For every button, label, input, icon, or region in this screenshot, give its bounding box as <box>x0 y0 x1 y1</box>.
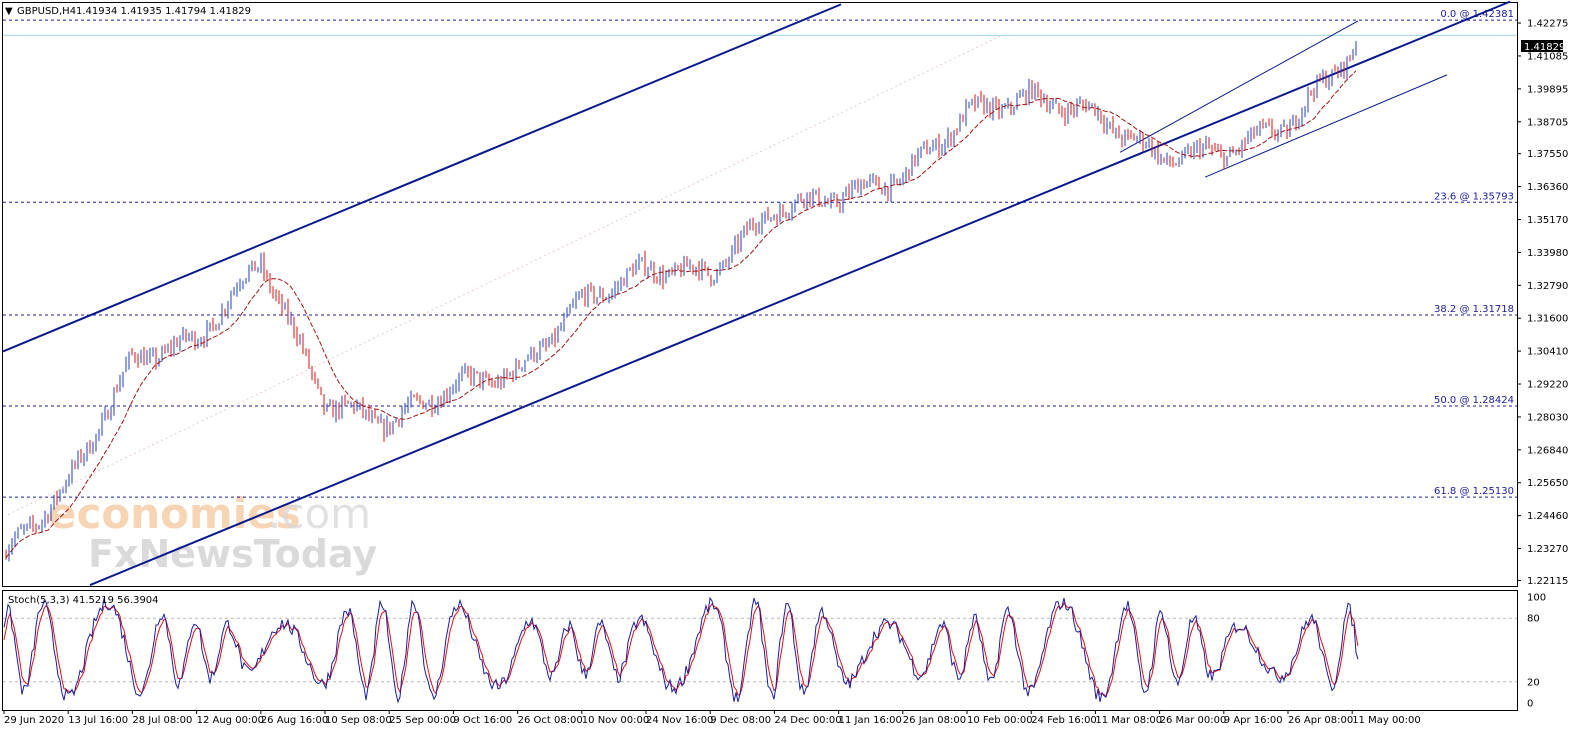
price-tick-label: 1.35170 <box>1527 215 1568 226</box>
time-tick-label: 26 Oct 08:00 <box>518 715 583 726</box>
time-tick-label: 9 Dec 08:00 <box>710 715 771 726</box>
time-tick-label: 10 Sep 08:00 <box>325 715 392 726</box>
faint-trend-line <box>7 35 1001 515</box>
time-tick-label: 9 Oct 16:00 <box>453 715 512 726</box>
price-tick-label: 1.30410 <box>1527 347 1568 358</box>
price-tick-label: 1.28030 <box>1527 412 1568 423</box>
time-axis: 29 Jun 2020 13 Jul 16:00 28 Jul 08:00 12 Au… <box>3 710 1421 726</box>
time-tick-label: 24 Nov 16:00 <box>646 715 713 726</box>
watermark-suffix: .com <box>268 489 371 538</box>
time-tick-label: 26 Jan 08:00 <box>903 715 966 726</box>
short-channel-upper-line[interactable] <box>1119 20 1359 153</box>
watermark-fxnewstoday: FxNewsToday <box>88 532 377 576</box>
stoch-tick-label: 80 <box>1527 614 1540 625</box>
stoch-tick-label: 20 <box>1527 677 1540 688</box>
moving-average <box>5 35 1357 559</box>
stoch-main-line <box>3 596 1359 704</box>
price-tick-label: 1.22115 <box>1527 576 1568 587</box>
price-tick-label: 1.33980 <box>1527 248 1568 259</box>
price-tick-label: 1.39895 <box>1527 84 1568 95</box>
watermark-brand: economies <box>48 489 301 538</box>
time-tick-label: 26 Mar 00:00 <box>1160 715 1227 726</box>
trend-channels[interactable] <box>2 0 1511 586</box>
time-tick-label: 10 Nov 00:00 <box>582 715 649 726</box>
price-pane-frame <box>2 2 1518 587</box>
time-tick-label: 24 Feb 16:00 <box>1031 715 1097 726</box>
collapse-icon[interactable]: ▼ <box>5 6 13 17</box>
price-tick-label: 1.24460 <box>1527 511 1568 522</box>
time-tick-label: 24 Dec 00:00 <box>774 715 841 726</box>
price-tick-label: 1.26840 <box>1527 445 1568 456</box>
price-tick-label: 1.38705 <box>1527 117 1568 128</box>
candles <box>5 41 1357 562</box>
fib-level-label: 61.8 @ 1.25130 <box>1434 486 1514 497</box>
price-tick-label: 1.32790 <box>1527 281 1568 292</box>
symbol-label: GBPUSD,H4 <box>17 6 76 17</box>
time-tick-label: 25 Sep 00:00 <box>389 715 456 726</box>
price-tick-label: 1.25650 <box>1527 478 1568 489</box>
current-price-badge <box>1521 40 1563 52</box>
upper-channel-line[interactable] <box>2 3 842 353</box>
stoch-tick-label: 100 <box>1527 593 1546 604</box>
time-tick-label: 10 Feb 00:00 <box>967 715 1033 726</box>
time-tick-label: 11 Mar 08:00 <box>1095 715 1162 726</box>
lower-channel-line[interactable] <box>89 0 1511 586</box>
price-tick-label: 1.23270 <box>1527 544 1568 555</box>
price-tick-label: 1.41085 <box>1527 51 1568 62</box>
price-tick-label: 1.31600 <box>1527 314 1568 325</box>
stochastic-oscillator: 100 80 20 0 <box>3 593 1546 710</box>
fib-level-label: 23.6 @ 1.35793 <box>1434 191 1514 202</box>
time-tick-label: 9 Apr 16:00 <box>1224 715 1283 726</box>
time-tick-label: 26 Apr 08:00 <box>1288 715 1353 726</box>
fib-level-label: 38.2 @ 1.31718 <box>1434 304 1514 315</box>
moving-average-line <box>5 70 1357 559</box>
time-tick-label: 28 Jul 08:00 <box>132 715 192 726</box>
price-axis: 1.42275 1.41085 1.39895 1.38705 1.37550 1.363… <box>3 19 1568 587</box>
price-tick-label: 1.37550 <box>1527 149 1568 160</box>
time-tick-label: 26 Aug 16:00 <box>261 715 328 726</box>
fib-level-label: 50.0 @ 1.28424 <box>1434 395 1514 406</box>
time-tick-label: 13 Jul 16:00 <box>68 715 128 726</box>
price-tick-label: 1.42275 <box>1527 19 1568 30</box>
price-tick-label: 1.36360 <box>1527 182 1568 193</box>
time-tick-label: 12 Aug 00:00 <box>197 715 264 726</box>
current-price-text: 1.41829 <box>1524 42 1565 53</box>
time-tick-label: 11 Jan 16:00 <box>839 715 902 726</box>
stoch-tick-label: 0 <box>1527 699 1533 710</box>
time-tick-label: 11 May 00:00 <box>1352 715 1421 726</box>
ohlc-values: 1.41934 1.41935 1.41794 1.41829 <box>76 6 251 17</box>
price-tick-label: 1.29220 <box>1527 380 1568 391</box>
time-tick-label: 29 Jun 2020 <box>4 715 64 726</box>
watermark: economies .com FxNewsToday <box>48 489 377 576</box>
stoch-label: Stoch(5,3,3) 41.5219 56.3904 <box>8 595 159 606</box>
short-channel-lower-line[interactable] <box>1204 74 1448 178</box>
stoch-pane-frame <box>2 590 1518 711</box>
